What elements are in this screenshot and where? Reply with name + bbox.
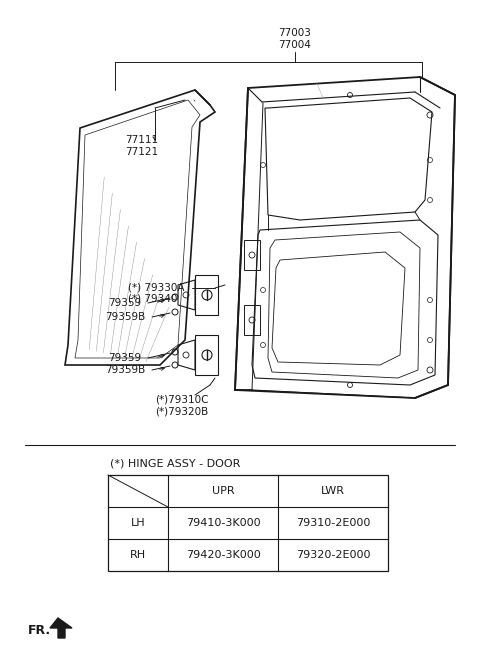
Bar [244, 240, 260, 270]
Text: 77003
77004: 77003 77004 [278, 28, 312, 50]
Text: (*) HINGE ASSY - DOOR: (*) HINGE ASSY - DOOR [110, 458, 240, 468]
Polygon shape [50, 618, 72, 638]
Text: LH: LH [131, 518, 145, 528]
Text: 79410-3K000: 79410-3K000 [186, 518, 260, 528]
Text: LWR: LWR [321, 486, 345, 496]
Text: 79420-3K000: 79420-3K000 [186, 550, 260, 560]
Text: FR.: FR. [28, 623, 51, 637]
Bar [108, 475, 388, 571]
Text: UPR: UPR [212, 486, 234, 496]
Text: 79359B: 79359B [105, 312, 145, 322]
Text: (*) 79330A
(*) 79340: (*) 79330A (*) 79340 [128, 282, 184, 304]
Text: 79359: 79359 [108, 353, 141, 363]
Bar [244, 305, 260, 335]
Text: (*)79310C
(*)79320B: (*)79310C (*)79320B [155, 395, 208, 417]
Text: RH: RH [130, 550, 146, 560]
Text: 79320-2E000: 79320-2E000 [296, 550, 370, 560]
Text: 77111
77121: 77111 77121 [125, 135, 158, 156]
Text: 79310-2E000: 79310-2E000 [296, 518, 370, 528]
Text: 79359B: 79359B [105, 365, 145, 375]
Text: 79359: 79359 [108, 298, 141, 308]
